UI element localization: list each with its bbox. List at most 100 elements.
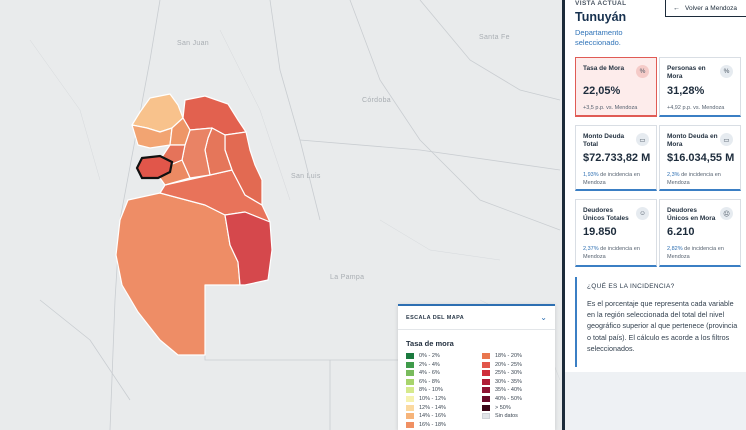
legend-item: 35% - 40% [482,387,548,393]
legend-swatch [482,379,490,385]
legend-swatch [406,370,414,376]
map-label-santa-fe: Santa Fe [479,34,510,41]
legend-item: 30% - 35% [482,379,548,385]
legend-item: 6% - 8% [406,379,482,385]
user-icon: ☺ [636,207,649,220]
legend-item: 25% - 30% [482,370,548,376]
card-note: 2,37% de incidencia en Mendoza [583,246,657,261]
department-malargue[interactable] [116,193,240,355]
legend-label: 14% - 16% [419,413,446,419]
legend-label: 2% - 4% [419,362,440,368]
arrow-left-icon: ← [673,5,680,12]
card-label: Personas en Mora [667,65,719,81]
card-personas-en-mora[interactable]: Personas en Mora % 31,28% +4,92 p.p. vs.… [659,57,741,117]
legend-label: 6% - 8% [419,379,440,385]
legend-swatch [406,353,414,359]
legend-swatch [482,396,490,402]
card-note: +3,5 p.p. vs. Mendoza [583,105,657,113]
legend-label: 16% - 18% [419,422,446,428]
region-subtitle: Departamento seleccionado. [575,28,655,48]
legend-swatch [406,405,414,411]
legend-item: Sin datos [482,413,548,419]
legend-swatch [406,422,414,428]
legend-label: > 50% [495,405,511,411]
card-label: Tasa de Mora [583,65,635,73]
card-value: 6.210 [667,226,695,238]
legend-subtitle: Tasa de mora [398,330,555,348]
legend-label: 0% - 2% [419,353,440,359]
panel-footer-area [565,372,746,430]
legend-item: > 50% [482,405,548,411]
info-body: Es el porcentaje que representa cada var… [587,298,739,354]
percent-icon: % [720,65,733,78]
map-label-la-pampa: La Pampa [330,274,364,281]
legend-item: 16% - 18% [406,422,482,428]
department-tunuyan[interactable] [137,156,172,178]
legend-item: 40% - 50% [482,396,548,402]
legend-label: 10% - 12% [419,396,446,402]
legend-item: 8% - 10% [406,387,482,393]
card-label: Deudores Únicos en Mora [667,207,719,223]
legend-label: Sin datos [495,413,518,419]
card-value: 22,05% [583,85,620,97]
current-view-label: VISTA ACTUAL [575,0,627,7]
card-label: Monto Deuda en Mora [667,133,719,149]
legend-item: 10% - 12% [406,396,482,402]
legend-header[interactable]: ESCALA DEL MAPA ⌄ [398,306,555,330]
money-icon: ▭ [636,133,649,146]
card-value: 19.850 [583,226,617,238]
legend-swatch [482,387,490,393]
legend-item: 2% - 4% [406,362,482,368]
card-tasa-de-mora[interactable]: Tasa de Mora % 22,05% +3,5 p.p. vs. Mend… [575,57,657,117]
legend-title: ESCALA DEL MAPA [406,315,464,321]
chevron-down-icon[interactable]: ⌄ [540,313,547,322]
legend-label: 4% - 6% [419,370,440,376]
legend-swatch [406,387,414,393]
card-monto-deuda-en-mora[interactable]: Monto Deuda en Mora ▭ $16.034,55 M 2,3% … [659,125,741,191]
map-legend: ESCALA DEL MAPA ⌄ Tasa de mora 0% - 2% 18… [398,304,555,430]
card-note: 2,82% de incidencia en Mendoza [667,246,741,261]
card-note: +4,92 p.p. vs. Mendoza [667,105,741,113]
legend-label: 12% - 14% [419,405,446,411]
legend-label: 30% - 35% [495,379,522,385]
back-button-label: Volver a Mendoza [685,5,737,12]
legend-swatch [406,396,414,402]
legend-swatch [482,353,490,359]
legend-swatch [482,362,490,368]
card-deudores-unicos-en-mora[interactable]: Deudores Únicos en Mora ☹ 6.210 2,82% de… [659,199,741,267]
card-deudores-unicos-totales[interactable]: Deudores Únicos Totales ☺ 19.850 2,37% d… [575,199,657,267]
legend-swatch [406,413,414,419]
region-title: Tunuyán [575,10,626,24]
card-label: Deudores Únicos Totales [583,207,635,223]
legend-label: 18% - 20% [495,353,522,359]
map-label-san-juan: San Juan [177,40,209,47]
incidence-info-box: ¿QUÉ ES LA INCIDENCIA? Es el porcentaje … [575,277,739,367]
legend-label: 8% - 10% [419,387,443,393]
card-monto-deuda-total[interactable]: Monto Deuda Total ▭ $72.733,82 M 1,93% d… [575,125,657,191]
user-off-icon: ☹ [720,207,733,220]
percent-icon: % [636,65,649,78]
legend-item: 12% - 14% [406,405,482,411]
legend-items: 0% - 2% 18% - 20% 2% - 4% 20% - 25% 4% - 6% 2… [406,353,551,428]
legend-swatch [406,362,414,368]
legend-swatch [482,370,490,376]
legend-item: 4% - 6% [406,370,482,376]
legend-swatch [482,405,490,411]
card-note: 1,93% de incidencia en Mendoza [583,172,657,187]
legend-item: 18% - 20% [482,353,548,359]
card-label: Monto Deuda Total [583,133,635,149]
legend-item: 14% - 16% [406,413,482,419]
legend-label: 40% - 50% [495,396,522,402]
money-icon: ▭ [720,133,733,146]
legend-swatch [406,379,414,385]
side-panel: VISTA ACTUAL Tunuyán Departamento selecc… [562,0,746,430]
map-label-cordoba: Córdoba [362,97,391,104]
legend-item: 20% - 25% [482,362,548,368]
map-label-san-luis: San Luis [291,173,321,180]
card-note: 2,3% de incidencia en Mendoza [667,172,741,187]
legend-label: 20% - 25% [495,362,522,368]
info-title: ¿QUÉ ES LA INCIDENCIA? [587,283,739,290]
legend-item: 0% - 2% [406,353,482,359]
back-to-mendoza-button[interactable]: ← Volver a Mendoza [665,0,746,17]
legend-label: 35% - 40% [495,387,522,393]
